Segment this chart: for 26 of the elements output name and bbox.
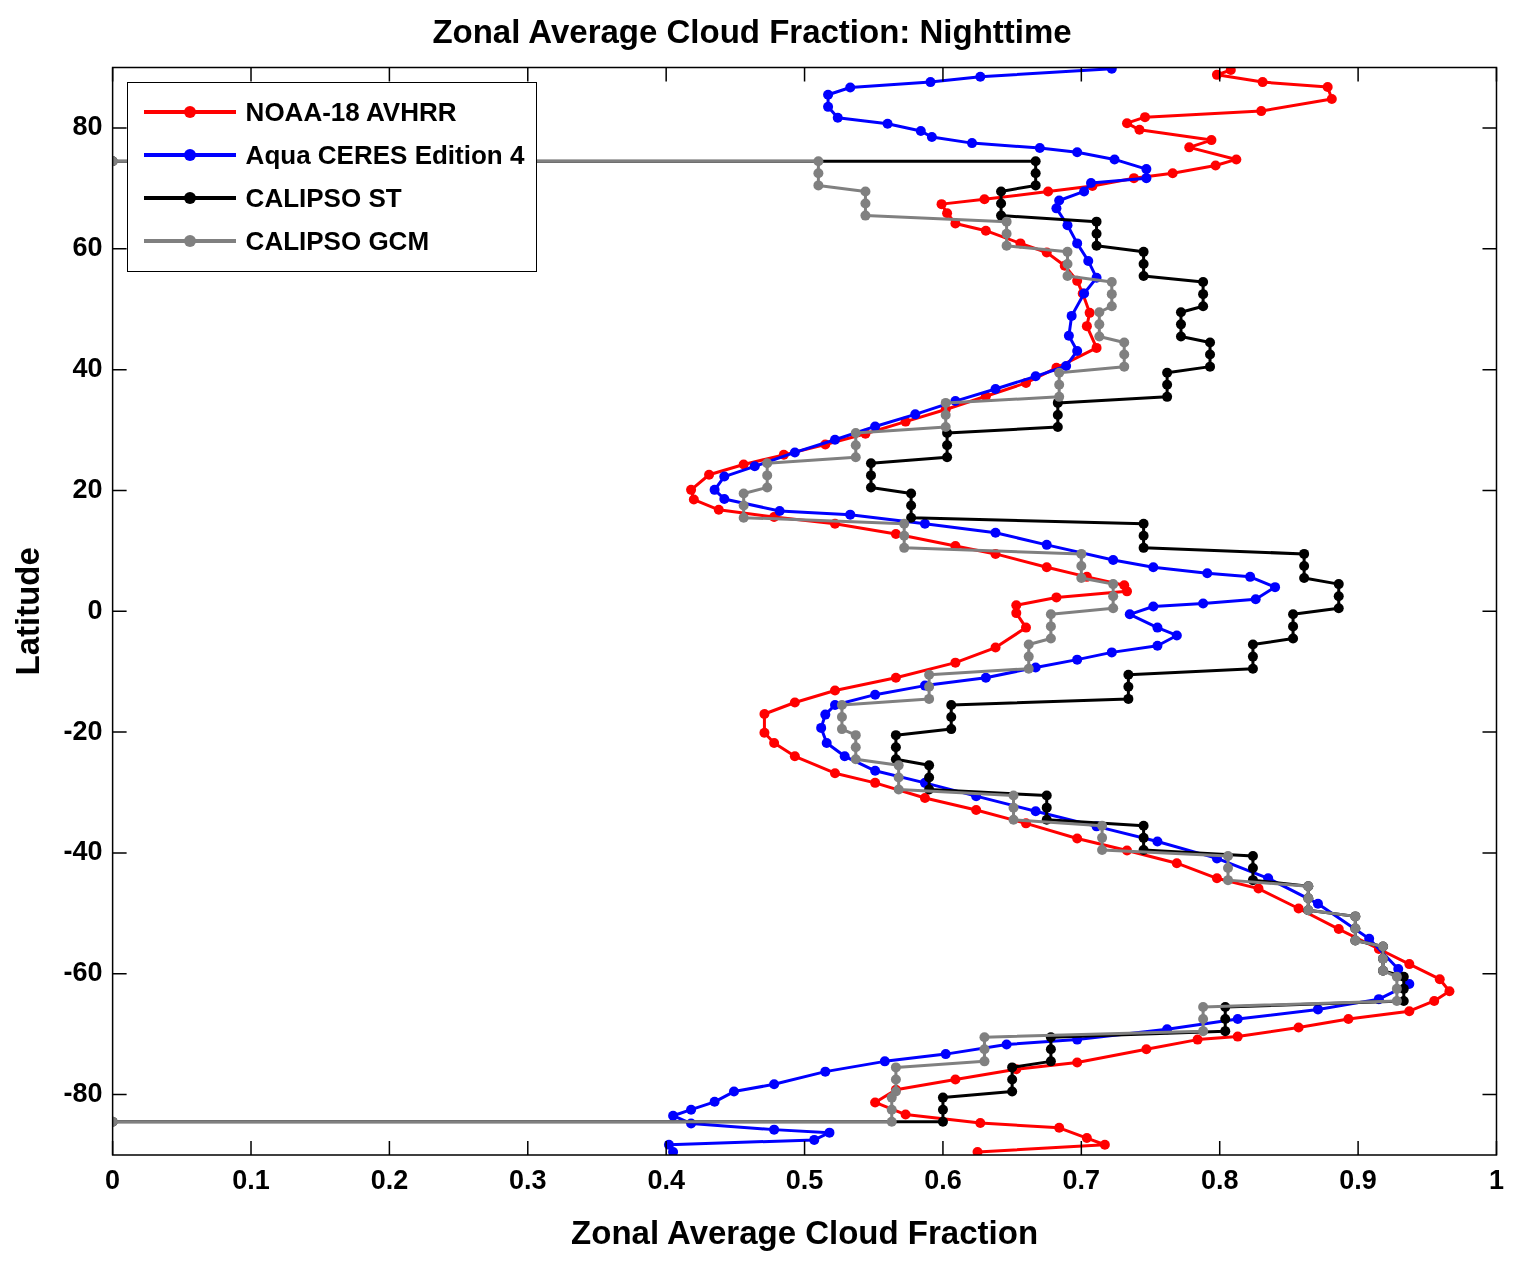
- y-tick-label: -80: [63, 1078, 103, 1109]
- chart-title: Zonal Average Cloud Fraction: Nighttime: [432, 12, 1072, 50]
- x-tick-label: 1: [1488, 1164, 1505, 1195]
- y-tick-label: -60: [63, 957, 103, 988]
- y-tick-label: -40: [63, 836, 103, 867]
- x-tick-label: 0.4: [647, 1164, 685, 1195]
- x-tick-label: 0.7: [1062, 1164, 1101, 1195]
- x-tick-label: 0.9: [1339, 1164, 1377, 1195]
- x-tick-label: 0.1: [232, 1164, 270, 1195]
- legend-label: Aqua CERES Edition 4: [245, 139, 525, 171]
- y-tick-label: 80: [72, 111, 103, 142]
- x-tick-label: 0.6: [924, 1164, 962, 1195]
- legend-label: NOAA-18 AVHRR: [245, 96, 457, 128]
- y-tick-label: 60: [72, 232, 103, 263]
- x-axis-title: Zonal Average Cloud Fraction: [571, 1214, 1039, 1252]
- x-tick-label: 0.5: [785, 1164, 824, 1195]
- y-tick-label: 20: [72, 473, 103, 504]
- legend-label: CALIPSO GCM: [245, 225, 430, 257]
- y-tick-label: 0: [87, 594, 103, 625]
- legend-label: CALIPSO ST: [245, 182, 402, 214]
- y-tick-label: 40: [72, 353, 103, 384]
- x-tick-label: 0.8: [1200, 1164, 1239, 1195]
- x-tick-label: 0.3: [509, 1164, 547, 1195]
- y-tick-label: -20: [63, 715, 103, 746]
- y-axis-title: Latitude: [8, 547, 46, 676]
- x-tick-label: 0.2: [370, 1164, 409, 1195]
